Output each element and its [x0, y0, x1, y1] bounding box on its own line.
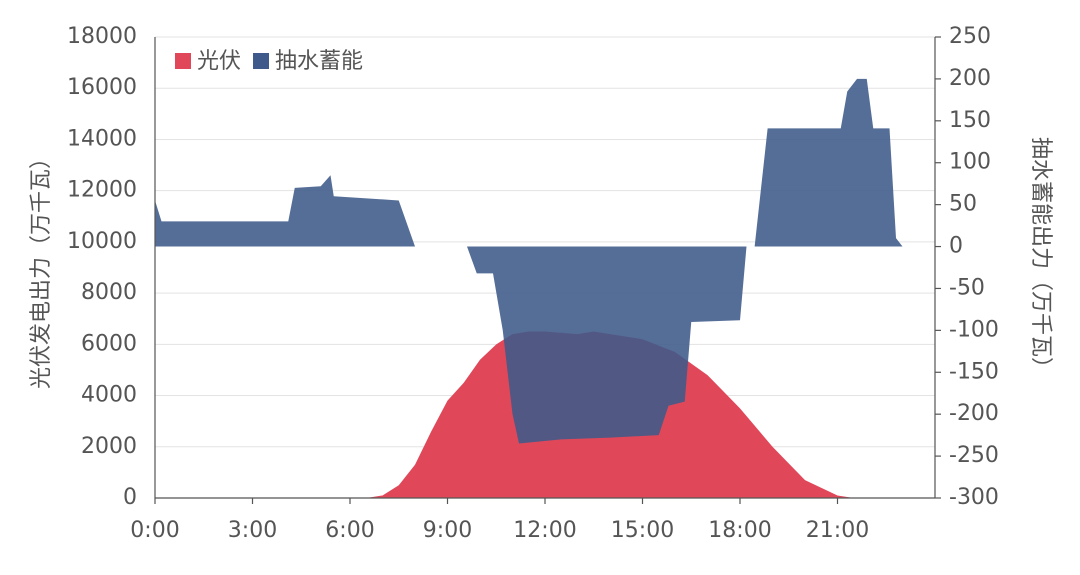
legend-swatch — [175, 53, 191, 69]
area — [155, 78, 903, 444]
x-tick-label: 18:00 — [708, 518, 771, 543]
y2-tick-label: 150 — [949, 108, 991, 133]
legend-label: 光伏 — [197, 49, 241, 74]
y2-tick-label: -100 — [949, 317, 999, 342]
legend-label: 抽水蓄能 — [275, 49, 363, 74]
y-tick-label: 2000 — [81, 434, 137, 459]
y2-tick-label: 250 — [949, 24, 991, 49]
x-tick-label: 12:00 — [513, 518, 576, 543]
y-tick-label: 18000 — [67, 24, 137, 49]
x-tick-label: 21:00 — [806, 518, 869, 543]
y2-tick-label: 100 — [949, 150, 991, 175]
y-tick-label: 14000 — [67, 126, 137, 151]
x-tick-label: 0:00 — [130, 518, 179, 543]
legend-swatch — [253, 53, 270, 69]
y2-tick-label: -300 — [949, 485, 999, 510]
y-tick-label: 0 — [123, 485, 137, 510]
y-tick-label: 6000 — [81, 331, 137, 356]
y2-tick-label: -200 — [949, 401, 999, 426]
x-tick-label: 9:00 — [423, 518, 472, 543]
x-tick-label: 3:00 — [228, 518, 277, 543]
y2-tick-label: -50 — [949, 275, 985, 300]
y-tick-label: 12000 — [67, 178, 137, 203]
y-tick-label: 10000 — [67, 229, 137, 254]
y-axis-title: 光伏发电出力（万千瓦） — [29, 147, 54, 389]
y-tick-label: 16000 — [67, 75, 137, 100]
x-tick-label: 6:00 — [325, 518, 374, 543]
y2-tick-label: 50 — [949, 192, 977, 217]
y-tick-label: 8000 — [81, 280, 137, 305]
y2-tick-label: 200 — [949, 66, 991, 91]
y-tick-label: 4000 — [81, 383, 137, 408]
y2-tick-label: -250 — [949, 443, 999, 468]
y2-axis-title: 抽水蓄能出力（万千瓦） — [1028, 137, 1053, 379]
x-tick-label: 15:00 — [611, 518, 674, 543]
y2-tick-label: 0 — [949, 234, 963, 259]
y2-tick-label: -150 — [949, 359, 999, 384]
